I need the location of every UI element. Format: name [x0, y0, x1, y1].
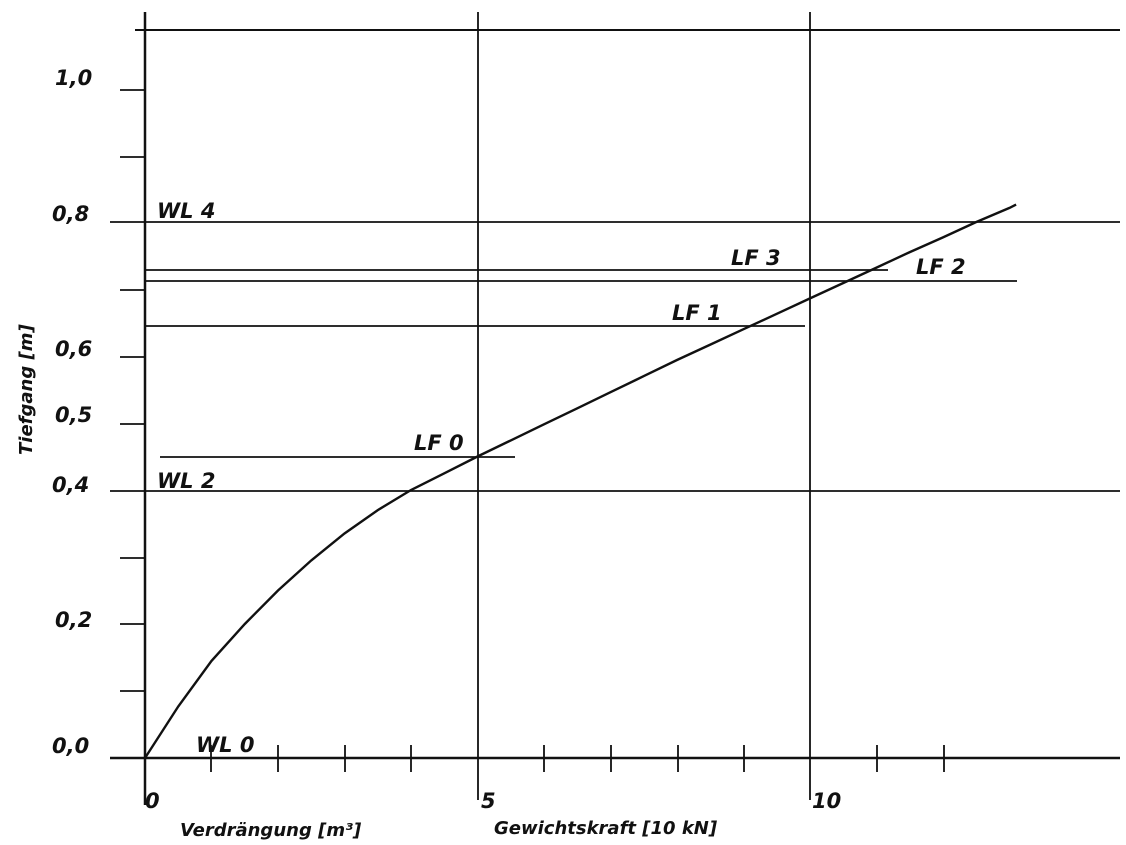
y-tick-label-0-0: 0,0: [52, 734, 89, 758]
x-minor-ticks: [210, 745, 945, 772]
y-tick-label-1-0: 1,0: [55, 66, 92, 90]
y-tick-label-0-4: 0,4: [52, 473, 89, 497]
x-axis-title-displacement: Verdrängung [m³]: [180, 820, 362, 841]
x-tick-label-0: 0: [145, 789, 160, 813]
draft-curve: [143, 203, 1017, 759]
loadcase-label-lf0: LF 0: [414, 431, 464, 455]
y-tick-label-0-6: 0,6: [55, 337, 92, 361]
loadcase-label-lf3: LF 3: [731, 246, 781, 270]
loadcase-label-lf1: LF 1: [672, 301, 722, 325]
x-axis-title-weight: Gewichtskraft [10 kN]: [494, 818, 718, 839]
loadcase-label-lf2: LF 2: [916, 255, 966, 279]
y-tick-label-0-2: 0,2: [55, 608, 92, 632]
waterline-label-wl2: WL 2: [157, 469, 215, 493]
waterline-label-wl0: WL 0: [196, 733, 254, 757]
y-tick-label-0-5: 0,5: [55, 403, 92, 427]
y-axis-title: Tiefgang [m]: [16, 324, 37, 455]
y-minor-ticks: [120, 89, 145, 692]
x-tick-label-5: 5: [481, 789, 496, 813]
x-tick-label-10: 10: [812, 789, 841, 813]
waterline-label-wl4: WL 4: [157, 199, 215, 223]
y-tick-label-0-8: 0,8: [52, 202, 89, 226]
